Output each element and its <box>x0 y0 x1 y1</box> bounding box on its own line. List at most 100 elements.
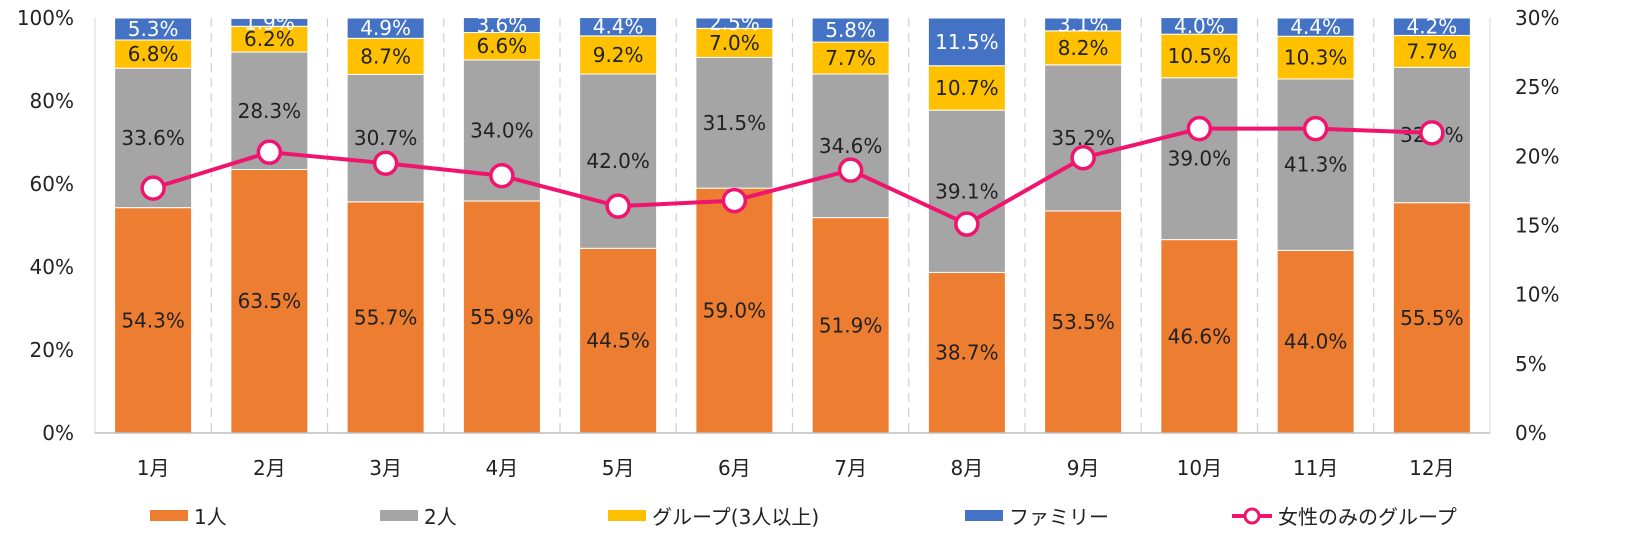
data-label: 8.7% <box>360 44 411 68</box>
line-point <box>489 162 515 189</box>
legend-label: ファミリー <box>1009 505 1109 529</box>
data-label: 55.7% <box>354 305 418 329</box>
y-right-tick-label: 5% <box>1515 352 1547 376</box>
x-tick-label: 8月 <box>951 456 984 480</box>
y-right-tick-label: 10% <box>1515 283 1559 307</box>
bar-segment <box>230 25 309 53</box>
bar-segment <box>1160 33 1239 79</box>
data-label: 31.5% <box>703 111 767 135</box>
y-left-tick-label: 100% <box>17 6 74 30</box>
bar-segment <box>1160 239 1239 434</box>
bar-segment <box>695 17 774 29</box>
bar-segment <box>230 17 309 27</box>
legend: 1人 2人 グループ(3人以上) ファミリー 女性のみのグループ <box>150 505 1457 529</box>
data-label: 51.9% <box>819 313 883 337</box>
bar-segment <box>579 17 658 37</box>
line-point <box>837 157 864 183</box>
x-tick-label: 2月 <box>253 456 286 480</box>
legend-label: 女性のみのグループ <box>1278 505 1457 529</box>
data-label: 7.7% <box>1406 39 1457 63</box>
data-label: 10.3% <box>1284 46 1348 70</box>
x-tick-label: 9月 <box>1067 456 1100 480</box>
bar-segment <box>1276 78 1355 251</box>
x-tick-label: 11月 <box>1293 456 1338 480</box>
data-label: 6.2% <box>244 27 295 51</box>
bar-segment <box>1392 17 1471 36</box>
data-label: 44.5% <box>586 329 650 353</box>
data-label: 7.0% <box>709 31 760 55</box>
bar-segment <box>811 17 890 43</box>
data-label: 2.5% <box>709 11 760 35</box>
data-label: 4.4% <box>593 15 644 39</box>
y-right-tick-label: 25% <box>1515 75 1559 99</box>
y-left-tick-label: 80% <box>30 89 74 113</box>
bar-segment <box>579 247 658 434</box>
data-label: 33.6% <box>121 126 185 150</box>
data-label: 5.8% <box>825 18 876 42</box>
data-label: 59.0% <box>703 299 767 323</box>
bar-segment <box>1044 17 1123 32</box>
data-label: 28.3% <box>238 99 302 123</box>
legend-swatch <box>150 510 188 521</box>
y-left-tick-label: 60% <box>30 172 74 196</box>
gridlines <box>94 18 1491 433</box>
line-series <box>140 115 1445 237</box>
y-left-tick-label: 40% <box>30 255 74 279</box>
bar-segment <box>811 41 890 75</box>
line-path <box>152 126 1432 227</box>
bar-segment <box>579 35 658 75</box>
bar-segment <box>1160 17 1239 35</box>
x-tick-label: 6月 <box>718 456 751 480</box>
axes: 0% 20% 40% 60% 80% 100% 0% 5% 10% 15% 20% 25% 30% 1月 2… <box>17 6 1560 480</box>
data-label: 4.4% <box>1290 15 1341 39</box>
data-label: 38.7% <box>935 341 999 365</box>
x-tick-label: 12月 <box>1409 456 1454 480</box>
bar-segment <box>1276 35 1355 80</box>
data-label: 6.8% <box>128 42 179 66</box>
bar-segment <box>346 73 425 203</box>
bar-segment <box>811 73 890 219</box>
data-label: 46.6% <box>1168 324 1232 348</box>
bar-segment <box>346 17 425 39</box>
line-point <box>721 187 748 214</box>
bar-segment <box>927 271 1006 434</box>
y-right-tick-label: 0% <box>1515 421 1547 445</box>
bar-segment <box>695 187 774 434</box>
data-label: 8.2% <box>1058 36 1109 60</box>
y-left-tick-label: 0% <box>42 421 74 445</box>
y-right-tick-label: 30% <box>1515 6 1559 30</box>
bar-segment <box>114 17 193 41</box>
legend-label: グループ(3人以上) <box>652 505 819 529</box>
bar-segment <box>1276 17 1355 37</box>
data-labels: 54.3% 33.6% 6.8%5.3% 63.5% 28.3% 6.2%1.9% 55.7… <box>121 10 1463 364</box>
data-label: 10.7% <box>935 76 999 100</box>
x-tick-label: 3月 <box>369 456 402 480</box>
line-point <box>1186 115 1213 142</box>
y-right-tick-label: 15% <box>1515 214 1559 238</box>
legend-swatch <box>380 510 418 521</box>
bar-segment <box>1044 64 1123 212</box>
data-label: 42.0% <box>586 149 650 173</box>
line-point <box>954 211 980 237</box>
data-label: 4.9% <box>360 16 411 40</box>
data-label: 41.3% <box>1284 153 1348 177</box>
data-label: 4.2% <box>1406 15 1457 39</box>
bar-segment <box>230 51 309 170</box>
data-label: 55.5% <box>1400 306 1464 330</box>
x-tick-label: 10月 <box>1177 456 1222 480</box>
line-point <box>256 139 283 165</box>
data-label: 30.7% <box>354 126 418 150</box>
bar-segment <box>579 73 658 249</box>
legend-label: 2人 <box>424 505 457 529</box>
bar-segment <box>462 17 541 34</box>
line-point <box>1419 120 1445 146</box>
line-point <box>140 175 166 201</box>
data-label: 6.6% <box>476 34 527 58</box>
data-label: 9.2% <box>593 43 644 67</box>
bar-segment <box>346 37 425 75</box>
x-tick-label: 1月 <box>137 456 170 480</box>
y-right-tick-label: 20% <box>1515 144 1559 168</box>
bar-segment <box>695 56 774 189</box>
data-label: 39.1% <box>935 179 999 203</box>
bar-segment <box>1392 34 1471 68</box>
